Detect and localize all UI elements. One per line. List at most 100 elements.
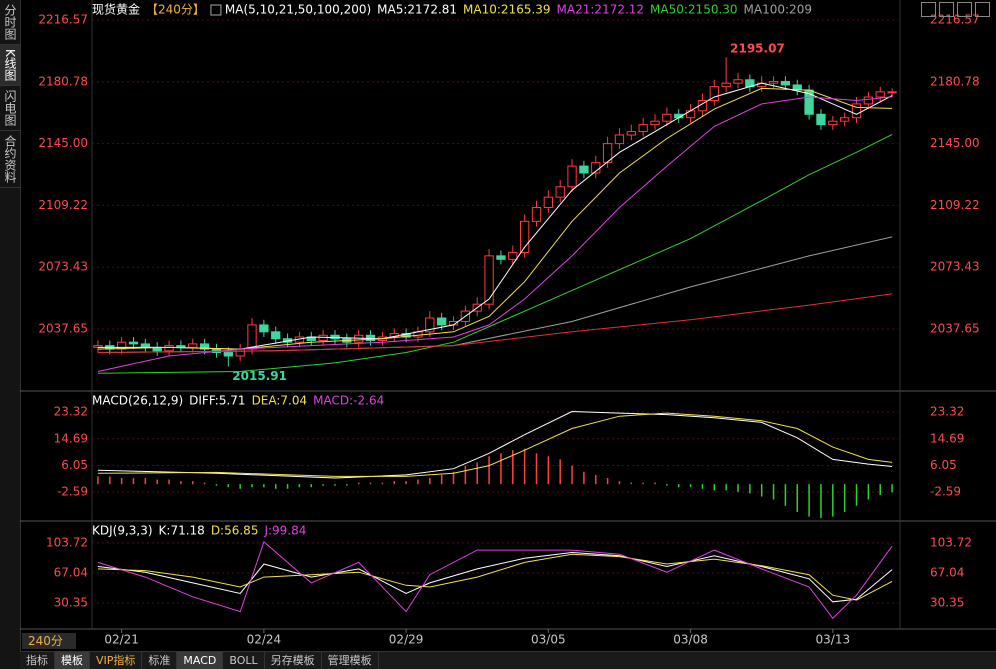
candle-body	[519, 220, 530, 253]
candle-body	[685, 110, 696, 119]
panel-title: MACD(26,12,9)	[92, 394, 183, 408]
icon-button[interactable]	[975, 2, 990, 17]
candle-body	[863, 96, 874, 105]
icon-button[interactable]	[957, 2, 972, 17]
toolbar: 指标 模板 VIP指标 标准 MACD BOLL 另存模板 管理模板	[20, 651, 996, 669]
series-line	[97, 410, 893, 479]
side-tab[interactable]: 合约资料	[0, 131, 20, 188]
candle-body	[662, 113, 672, 122]
series-line	[97, 82, 893, 350]
candle-body	[555, 186, 565, 198]
sidebar: 分时图 K线图 闪电图 合约资料	[0, 0, 21, 669]
y-tick-label: 30.35	[54, 596, 88, 610]
series-line	[97, 412, 893, 477]
x-tick-label: 02/21	[104, 633, 139, 647]
candle-body	[602, 143, 613, 164]
toolbar-tab[interactable]: 另存模板	[265, 652, 322, 669]
icon-button[interactable]	[939, 2, 954, 17]
legend-entry: J:99.84	[263, 524, 306, 538]
candle-body	[614, 134, 625, 145]
candle-body	[116, 341, 127, 350]
low-label: 2015.91	[232, 369, 287, 383]
y-tick-label: 30.35	[930, 596, 964, 610]
candle-body	[188, 343, 198, 348]
ma-label: MA(5,10,21,50,100,200)	[225, 3, 371, 17]
y-tick-label: 2073.43	[930, 260, 980, 274]
toolbar-tab[interactable]: VIP指标	[90, 652, 143, 669]
candle-body	[626, 131, 636, 136]
legend-entry: DEA:7.04	[252, 394, 308, 408]
y-tick-label: 23.32	[930, 405, 964, 419]
y-tick-label: 67.04	[54, 566, 88, 580]
candle-body	[437, 317, 447, 326]
y-tick-label: 14.69	[54, 431, 88, 445]
candle-body	[875, 91, 885, 98]
candle-body	[721, 82, 731, 88]
y-tick-label: 23.32	[54, 405, 88, 419]
series-line	[97, 541, 893, 619]
series-line	[97, 134, 893, 374]
candle-body	[851, 103, 862, 119]
candle-body	[425, 317, 435, 333]
candle-body	[176, 345, 186, 348]
candle-body	[247, 324, 257, 350]
period-select[interactable]: 240分	[22, 633, 76, 649]
series-line	[97, 87, 893, 350]
y-tick-label: 67.04	[930, 566, 964, 580]
side-tab[interactable]: 分时图	[0, 0, 20, 45]
candle-body	[780, 80, 791, 86]
y-tick-label: -2.59	[930, 485, 961, 499]
y-tick-label: -2.59	[57, 485, 88, 499]
toolbar-tab[interactable]: 标准	[142, 652, 178, 669]
candle-body	[318, 334, 328, 341]
series-line	[97, 553, 893, 601]
toolbar-tab[interactable]: BOLL	[223, 652, 265, 669]
toolbar-tab[interactable]: 管理模板	[322, 652, 379, 669]
toolbar-tab[interactable]: 模板	[55, 652, 90, 669]
candle-body	[354, 334, 364, 343]
y-tick-label: 2216.57	[38, 13, 88, 27]
candle-body	[259, 324, 269, 333]
y-tick-label: 2145.00	[930, 136, 980, 150]
candle-body	[531, 207, 542, 222]
side-tab[interactable]: 闪电图	[0, 86, 20, 131]
side-tab[interactable]: K线图	[0, 45, 20, 86]
y-tick-label: 6.05	[930, 458, 957, 472]
y-tick-label: 2180.78	[38, 74, 88, 88]
y-tick-label: 6.05	[61, 458, 88, 472]
x-tick-label: 03/08	[673, 633, 708, 647]
panel-title: 现货黄金	[92, 2, 140, 17]
panel-subtitle: 【240分】	[146, 3, 205, 17]
toolbar-tab[interactable]: 指标	[20, 652, 55, 669]
legend-entry: MACD:-2.64	[313, 394, 384, 408]
y-tick-label: 2180.78	[930, 74, 980, 88]
candle-body	[567, 165, 577, 188]
high-label: 2195.07	[730, 42, 785, 56]
candle-body	[199, 343, 210, 350]
candle-body	[235, 348, 245, 357]
x-tick-label: 02/29	[389, 633, 424, 647]
y-tick-label: 14.69	[930, 431, 964, 445]
candle-body	[638, 124, 648, 133]
candle-body	[164, 345, 174, 352]
candle-body	[709, 86, 719, 101]
series-line	[97, 551, 893, 603]
legend-entry: MA100:209	[744, 3, 812, 17]
candle-body	[650, 120, 660, 126]
series-line	[97, 96, 893, 372]
toolbar-tab[interactable]: MACD	[177, 652, 224, 669]
y-tick-label: 2145.00	[38, 136, 88, 150]
legend-entry: D:56.85	[211, 524, 259, 538]
candle-body	[697, 99, 708, 112]
candle-body	[271, 331, 281, 340]
y-tick-label: 2037.65	[38, 321, 88, 335]
series-line	[97, 293, 893, 353]
y-tick-label: 2037.65	[930, 321, 980, 335]
y-tick-label: 2109.22	[38, 198, 88, 212]
candle-body	[223, 352, 233, 357]
y-tick-label: 2109.22	[930, 198, 980, 212]
icon-button[interactable]	[921, 2, 936, 17]
candle-body	[887, 91, 897, 94]
